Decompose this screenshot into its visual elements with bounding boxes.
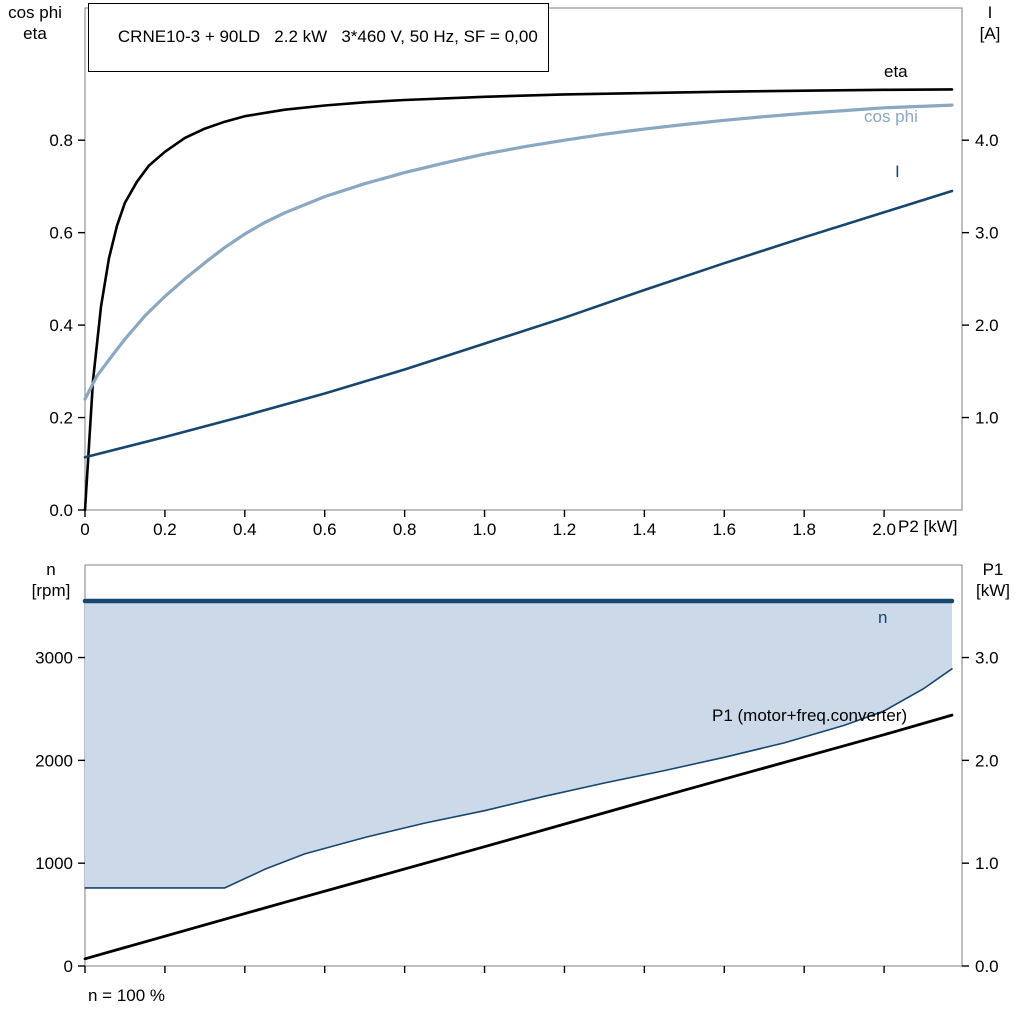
current-unit-label: [A] [979, 24, 1001, 43]
svg-text:0.2: 0.2 [153, 520, 177, 539]
eta-curve-label: eta [884, 62, 908, 81]
svg-text:0.8: 0.8 [393, 520, 417, 539]
speed-axis-label: n [46, 560, 56, 579]
svg-text:3.0: 3.0 [975, 649, 999, 668]
bottom-left-axis-label: n [rpm] [18, 559, 84, 601]
svg-text:4.0: 4.0 [975, 131, 999, 150]
speed-unit-label: [rpm] [31, 581, 71, 600]
svg-text:2.0: 2.0 [975, 316, 999, 335]
p1-curve-label: P1 (motor+freq.converter) [712, 706, 908, 725]
svg-text:1.0: 1.0 [975, 854, 999, 873]
bottom-right-axis-label: P1 [kW] [966, 559, 1020, 601]
svg-text:0.6: 0.6 [49, 224, 73, 243]
svg-text:2.0: 2.0 [975, 751, 999, 770]
svg-text:1.0: 1.0 [975, 409, 999, 428]
x-axis-unit-label: P2 [kW] [898, 517, 958, 536]
svg-text:0.0: 0.0 [49, 501, 73, 520]
svg-text:1.4: 1.4 [633, 520, 657, 539]
p1-unit-label: [kW] [976, 581, 1010, 600]
svg-text:0.6: 0.6 [313, 520, 337, 539]
svg-text:1000: 1000 [35, 854, 73, 873]
svg-text:3000: 3000 [35, 649, 73, 668]
svg-text:0.0: 0.0 [975, 957, 999, 976]
svg-text:1.6: 1.6 [712, 520, 736, 539]
speed-curve-label: n [878, 608, 888, 627]
current-axis-label: I [987, 3, 993, 22]
svg-text:2.0: 2.0 [872, 520, 896, 539]
svg-text:1.8: 1.8 [792, 520, 816, 539]
top-right-axis-label: I [A] [964, 2, 1016, 44]
svg-text:0.4: 0.4 [49, 316, 73, 335]
svg-text:0.8: 0.8 [49, 131, 73, 150]
svg-text:2000: 2000 [35, 751, 73, 770]
chart-title: CRNE10-3 + 90LD 2.2 kW 3*460 V, 50 Hz, S… [117, 27, 538, 46]
cos-phi-curve-label: cos phi [864, 107, 918, 126]
svg-text:1.0: 1.0 [473, 520, 497, 539]
p1-axis-label: P1 [982, 560, 1004, 579]
svg-text:3.0: 3.0 [975, 224, 999, 243]
top-left-axis-label: cos phi eta [2, 2, 68, 44]
svg-text:1.2: 1.2 [553, 520, 577, 539]
chart-title-box: CRNE10-3 + 90LD 2.2 kW 3*460 V, 50 Hz, S… [88, 3, 549, 72]
svg-text:0: 0 [80, 520, 89, 539]
speed-percentage-note: n = 100 % [88, 986, 166, 1005]
cos-phi-axis-label: cos phi [8, 3, 62, 22]
svg-text:0.4: 0.4 [233, 520, 257, 539]
current-curve-label: I [895, 162, 900, 181]
eta-axis-label: eta [23, 24, 47, 43]
svg-text:0: 0 [64, 957, 73, 976]
svg-text:0.2: 0.2 [49, 409, 73, 428]
